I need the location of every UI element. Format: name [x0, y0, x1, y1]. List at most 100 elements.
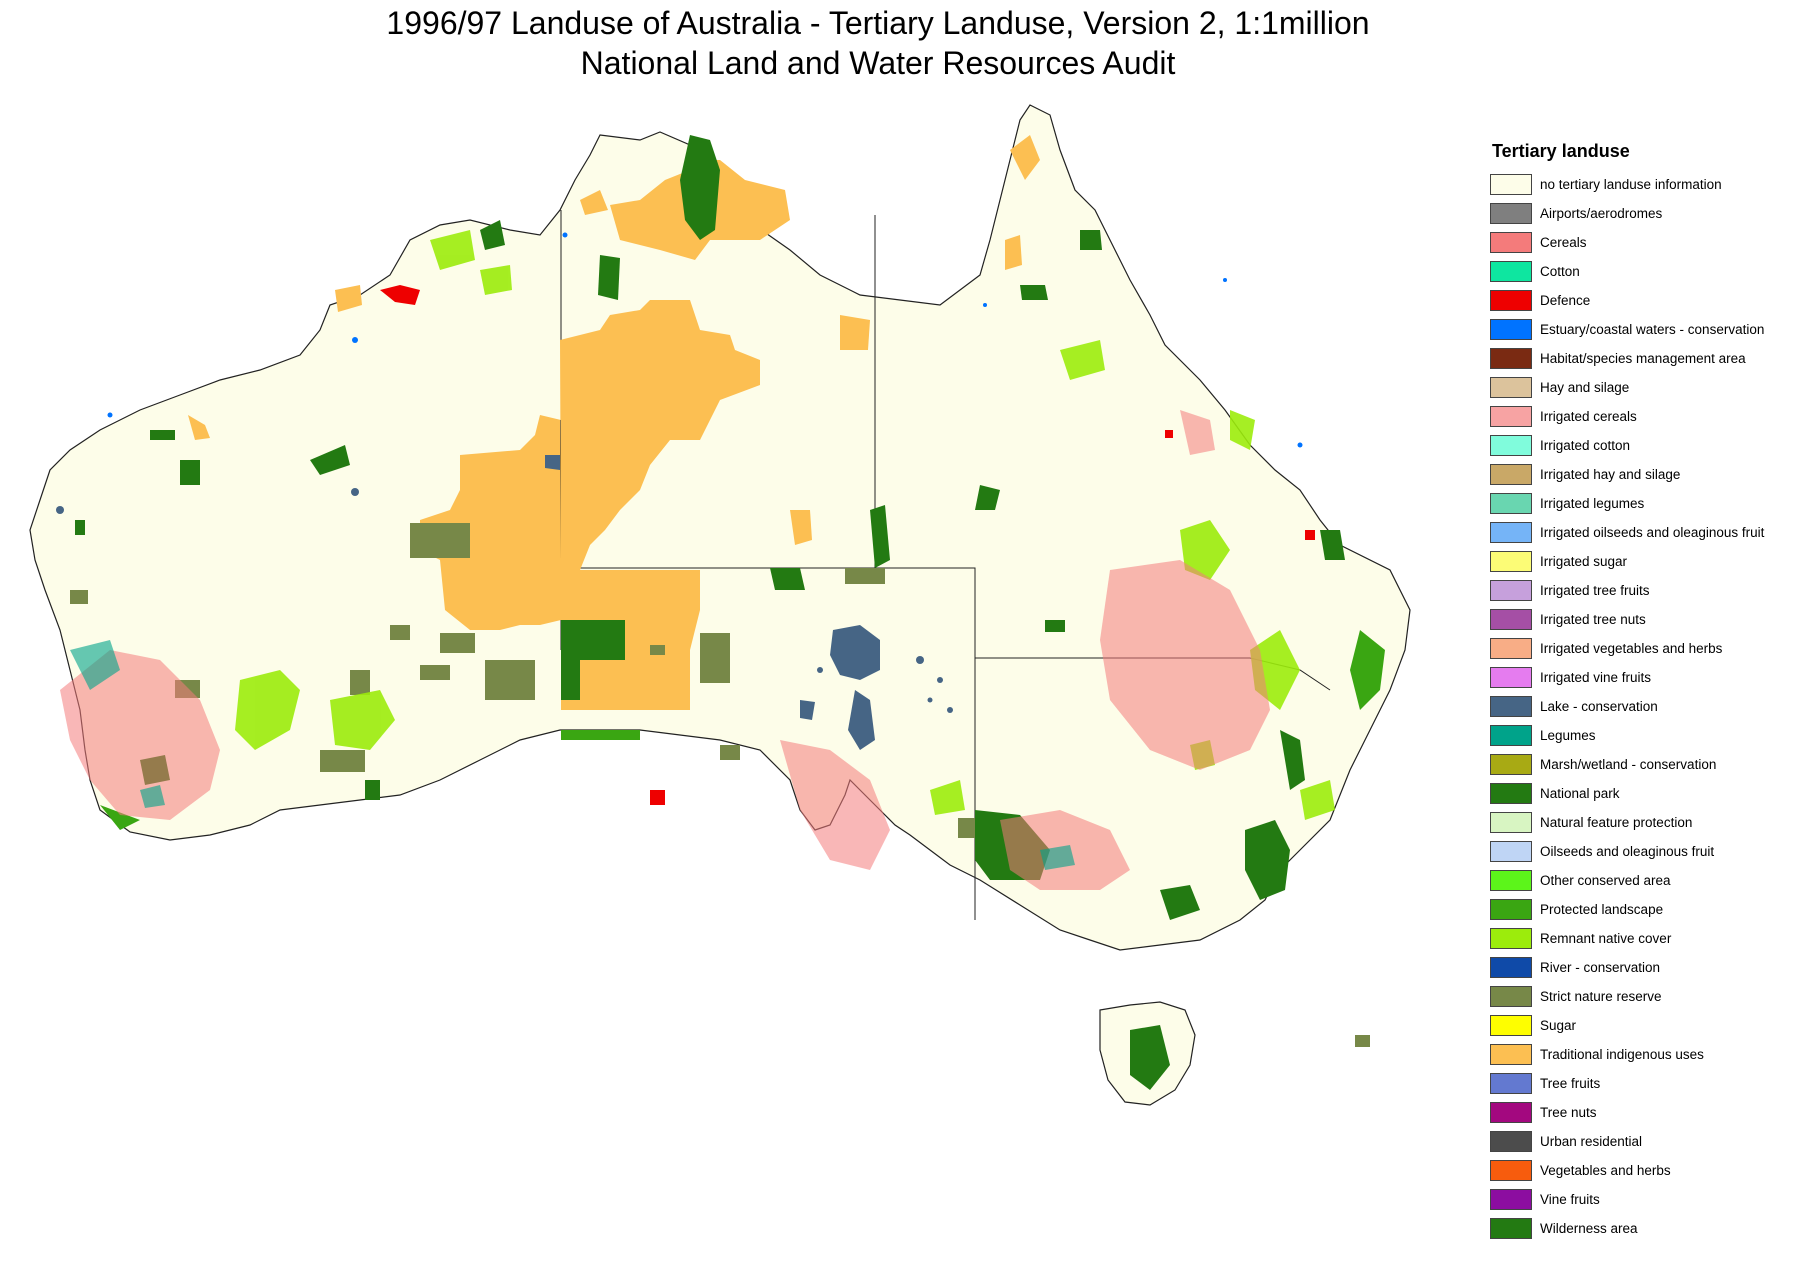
- legend-label: Cotton: [1540, 264, 1580, 279]
- legend-item: Remnant native cover: [1490, 924, 1790, 953]
- legend-item: Wilderness area: [1490, 1214, 1790, 1243]
- australia-landuse-map: [0, 90, 1470, 1274]
- legend-label: Vegetables and herbs: [1540, 1163, 1671, 1178]
- legend-swatch: [1490, 986, 1532, 1007]
- legend-swatch: [1490, 1015, 1532, 1036]
- legend-label: Wilderness area: [1540, 1221, 1638, 1236]
- legend-swatch: [1490, 957, 1532, 978]
- legumes-layer: [70, 640, 1075, 870]
- legend-swatch: [1490, 812, 1532, 833]
- legend-item: Irrigated cereals: [1490, 402, 1790, 431]
- legend-label: Other conserved area: [1540, 873, 1671, 888]
- defence-layer: [380, 285, 1315, 805]
- legend-item: Irrigated sugar: [1490, 547, 1790, 576]
- legend-swatch: [1490, 841, 1532, 862]
- legend-label: Sugar: [1540, 1018, 1577, 1033]
- legend-label: Defence: [1540, 293, 1591, 308]
- legend-swatch: [1490, 870, 1532, 891]
- legend-label: Irrigated cereals: [1540, 409, 1637, 424]
- legend-label: Habitat/species management area: [1540, 351, 1746, 366]
- legend-swatch: [1490, 377, 1532, 398]
- legend-item: Hay and silage: [1490, 373, 1790, 402]
- legend-swatch: [1490, 348, 1532, 369]
- legend-title: Tertiary landuse: [1492, 141, 1630, 161]
- legend-swatch: [1490, 435, 1532, 456]
- legend-swatch: [1490, 1073, 1532, 1094]
- legend-swatch: [1490, 783, 1532, 804]
- legend-item: Oilseeds and oleaginous fruit: [1490, 837, 1790, 866]
- legend-item: Lake - conservation: [1490, 692, 1790, 721]
- legend-item: Vegetables and herbs: [1490, 1156, 1790, 1185]
- legend-swatch: [1490, 406, 1532, 427]
- legend-item: Sugar: [1490, 1011, 1790, 1040]
- traditional-indigenous-layer: [188, 135, 1040, 710]
- legend-item: Tree nuts: [1490, 1098, 1790, 1127]
- cereals-layer: [60, 410, 1270, 890]
- legend-swatch: [1490, 522, 1532, 543]
- legend-item: Defence: [1490, 286, 1790, 315]
- legend-item: Irrigated hay and silage: [1490, 460, 1790, 489]
- legend-item: Natural feature protection: [1490, 808, 1790, 837]
- remnant-native-cover-layer: [235, 230, 1335, 820]
- legend-label: Irrigated tree fruits: [1540, 583, 1650, 598]
- legend-swatch: [1490, 551, 1532, 572]
- legend-label: Lake - conservation: [1540, 699, 1658, 714]
- legend-swatch: [1490, 638, 1532, 659]
- legend-item: Vine fruits: [1490, 1185, 1790, 1214]
- protected-landscape-layer: [100, 630, 1385, 830]
- legend-label: National park: [1540, 786, 1620, 801]
- legend-item: Irrigated tree nuts: [1490, 605, 1790, 634]
- legend-item: Estuary/coastal waters - conservation: [1490, 315, 1790, 344]
- legend-label: Irrigated vine fruits: [1540, 670, 1652, 685]
- legend-label: Tree fruits: [1540, 1076, 1601, 1091]
- legend-label: Estuary/coastal waters - conservation: [1540, 322, 1765, 337]
- legend-label: no tertiary landuse information: [1540, 177, 1722, 192]
- map-title: 1996/97 Landuse of Australia - Tertiary …: [386, 5, 1370, 41]
- legend-swatch: [1490, 609, 1532, 630]
- legend-label: Irrigated oilseeds and oleaginous fruit: [1540, 525, 1765, 540]
- legend-swatch: [1490, 1102, 1532, 1123]
- legend-item: National park: [1490, 779, 1790, 808]
- legend-item: Habitat/species management area: [1490, 344, 1790, 373]
- legend-swatch: [1490, 667, 1532, 688]
- legend-swatch: [1490, 1131, 1532, 1152]
- legend: Tertiary landuse no tertiary landuse inf…: [1490, 140, 1790, 1243]
- legend-item: Protected landscape: [1490, 895, 1790, 924]
- legend-item: Cereals: [1490, 228, 1790, 257]
- legend-swatch: [1490, 1044, 1532, 1065]
- legend-swatch: [1490, 725, 1532, 746]
- legend-item: Urban residential: [1490, 1127, 1790, 1156]
- legend-label: Vine fruits: [1540, 1192, 1600, 1207]
- legend-item: Irrigated legumes: [1490, 489, 1790, 518]
- legend-label: Irrigated legumes: [1540, 496, 1645, 511]
- legend-label: Irrigated hay and silage: [1540, 467, 1681, 482]
- legend-item: River - conservation: [1490, 953, 1790, 982]
- legend-swatch: [1490, 174, 1532, 195]
- legend-label: Strict nature reserve: [1540, 989, 1662, 1004]
- legend-label: Remnant native cover: [1540, 931, 1672, 946]
- legend-item: Legumes: [1490, 721, 1790, 750]
- legend-item: Irrigated cotton: [1490, 431, 1790, 460]
- legend-item: Irrigated vegetables and herbs: [1490, 634, 1790, 663]
- legend-swatch: [1490, 232, 1532, 253]
- estuary-layer: [107, 232, 1303, 448]
- legend-item: Cotton: [1490, 257, 1790, 286]
- legend-swatch: [1490, 754, 1532, 775]
- legend-label: Airports/aerodromes: [1540, 206, 1663, 221]
- legend-label: Cereals: [1540, 235, 1587, 250]
- legend-label: River - conservation: [1540, 960, 1661, 975]
- legend-item: Airports/aerodromes: [1490, 199, 1790, 228]
- legend-swatch: [1490, 928, 1532, 949]
- legend-item: Strict nature reserve: [1490, 982, 1790, 1011]
- legend-label: Hay and silage: [1540, 380, 1630, 395]
- legend-label: Legumes: [1540, 728, 1596, 743]
- legend-swatch: [1490, 493, 1532, 514]
- legend-item: Marsh/wetland - conservation: [1490, 750, 1790, 779]
- legend-label: Natural feature protection: [1540, 815, 1693, 830]
- legend-item: Irrigated tree fruits: [1490, 576, 1790, 605]
- legend-swatch: [1490, 1189, 1532, 1210]
- legend-swatch: [1490, 319, 1532, 340]
- legend-swatch: [1490, 580, 1532, 601]
- lake-conservation-layer: [56, 455, 953, 750]
- legend-swatch: [1490, 464, 1532, 485]
